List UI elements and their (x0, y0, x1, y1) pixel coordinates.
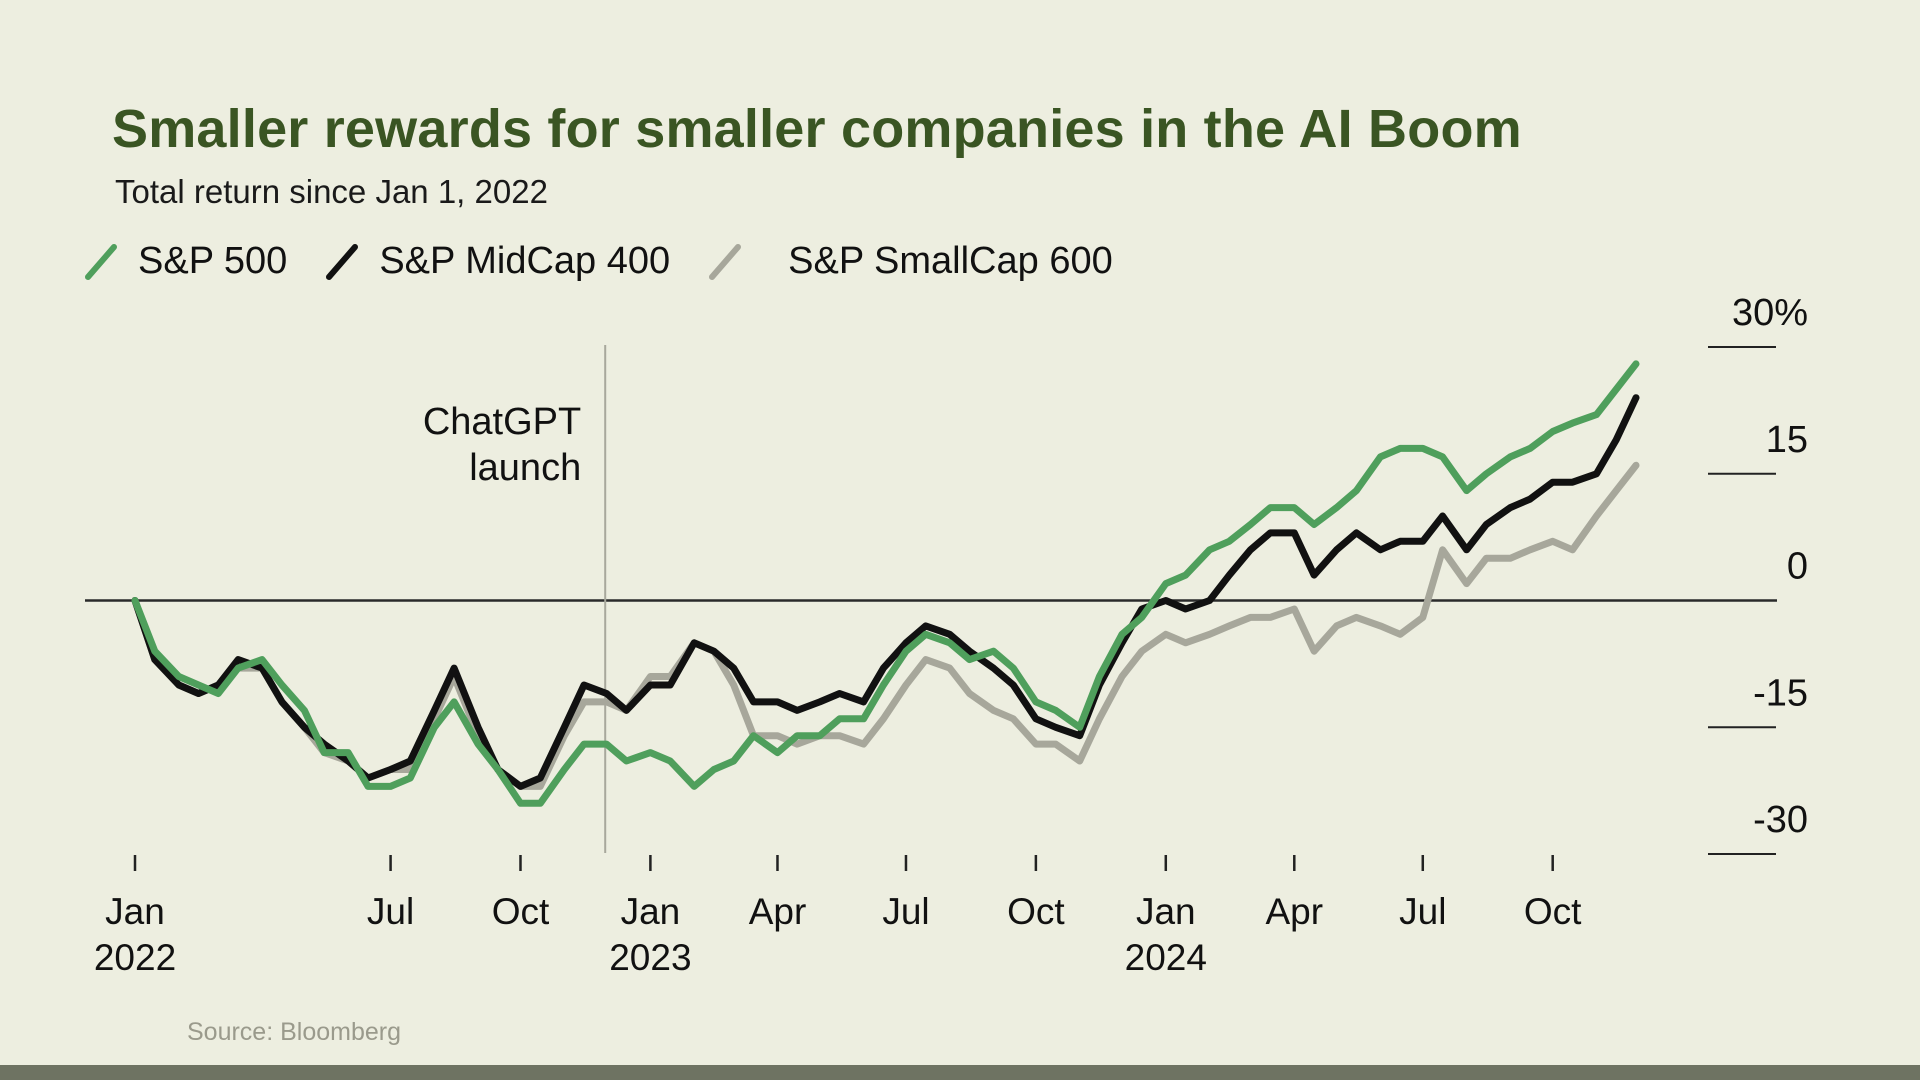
annotation-label: launch (469, 447, 581, 489)
legend-label-sp600: S&P SmallCap 600 (788, 239, 1113, 282)
legend: S&P 500 S&P MidCap 400 S&P SmallCap 600 (84, 236, 1151, 286)
annotation-label: ChatGPT (423, 401, 581, 443)
bottom-bar (0, 1065, 1920, 1080)
y-tick-label: -15 (1753, 672, 1808, 714)
y-tick-label: -30 (1753, 799, 1808, 841)
x-tick-label: Oct (1524, 891, 1582, 932)
x-tick-label: Oct (492, 891, 550, 932)
series-line-s-p-smallcap-600 (131, 461, 1640, 790)
source-note: Source: Bloomberg (187, 1018, 402, 1046)
x-tick-year-label: 2024 (1125, 937, 1207, 978)
y-tick-label: 0 (1787, 546, 1808, 588)
chart-subtitle: Total return since Jan 1, 2022 (115, 173, 548, 210)
legend-item-sp400: S&P MidCap 400 (325, 239, 670, 283)
series-line-s-p-500 (131, 360, 1640, 807)
y-tick-label: 30% (1732, 292, 1808, 334)
x-tick-year-label: 2023 (609, 937, 691, 978)
legend-swatch-sp400 (326, 244, 359, 280)
legend-swatch-line (85, 244, 117, 280)
y-tick-label: 15 (1766, 419, 1808, 461)
legend-swatch-line (709, 244, 742, 280)
x-tick-label: Apr (749, 891, 807, 932)
x-tick-label: Oct (1007, 891, 1065, 932)
x-tick-label: Jan (1136, 891, 1196, 932)
chart-title: Smaller rewards for smaller companies in… (112, 99, 1522, 159)
x-tick-label: Jul (1399, 891, 1446, 932)
x-tick-label: Jul (882, 891, 929, 932)
legend-label-sp400: S&P MidCap 400 (379, 239, 671, 282)
x-tick-label: Jan (621, 891, 681, 932)
legend-label-sp500: S&P 500 (138, 239, 288, 282)
legend-swatch-sp500 (85, 244, 117, 280)
x-tick-label: Jan (105, 891, 165, 932)
x-tick-label: Jul (367, 891, 414, 932)
legend-item-sp600: S&P SmallCap 600 (708, 239, 1113, 283)
series-line-s-p-midcap-400 (131, 394, 1640, 790)
x-tick-label: Apr (1265, 891, 1323, 932)
legend-swatch-line (326, 244, 359, 280)
legend-item-sp500: S&P 500 (84, 239, 287, 283)
x-tick-year-label: 2022 (94, 937, 176, 978)
legend-swatch-sp600 (709, 244, 742, 280)
